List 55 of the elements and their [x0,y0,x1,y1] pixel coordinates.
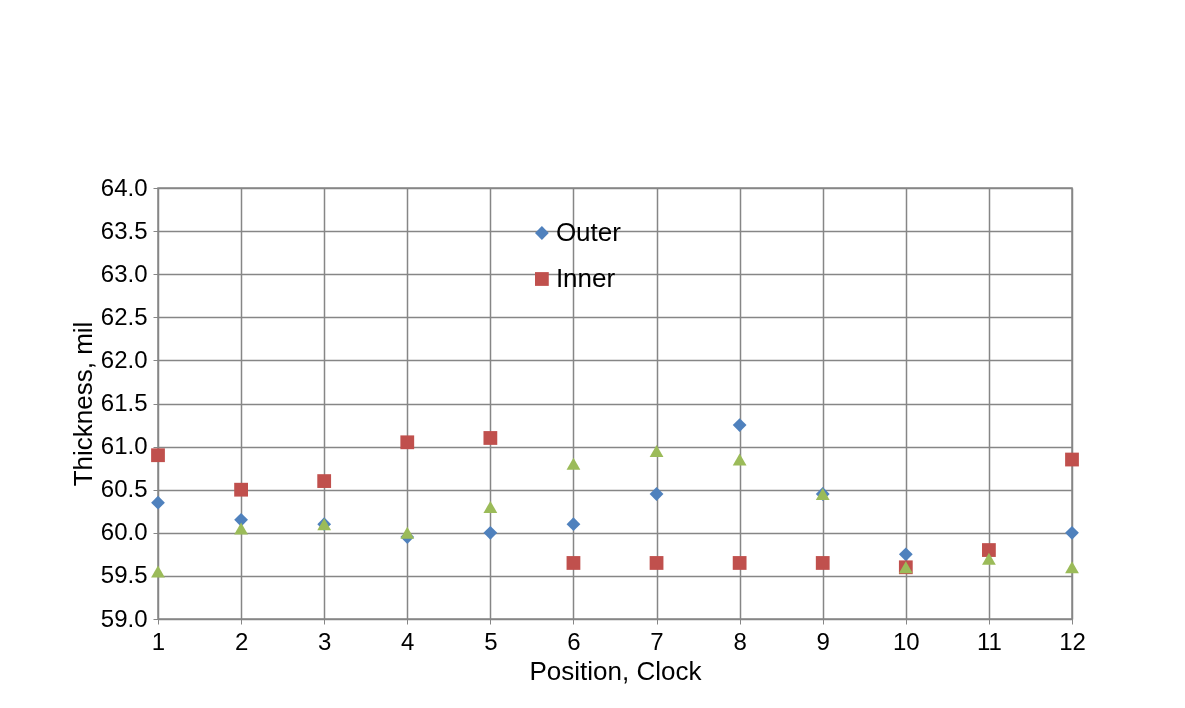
point [151,495,165,510]
point [317,474,332,488]
point [234,522,248,535]
point [151,448,165,463]
point [483,431,498,445]
y-tick-label: 59.0 [100,604,148,632]
y-tick-label: 59.5 [100,561,148,589]
x-tick-label: 9 [816,627,830,655]
x-tick-label: 7 [650,627,664,655]
point [483,500,498,513]
point [566,457,581,470]
y-tick-label: 60.0 [100,518,148,546]
legend-label: Outer [555,217,622,247]
x-tick-label: 3 [318,627,332,655]
point [1065,452,1079,467]
y-tick-label: 61.5 [100,389,148,416]
point [1065,525,1079,540]
legend-label: Inner [555,263,616,293]
point [483,525,498,540]
point [566,517,581,532]
x-tick-label: 4 [401,627,415,655]
point [1065,561,1079,574]
point [649,487,664,501]
x-tick-label: 12 [1059,627,1086,655]
point [649,556,664,570]
x-axis-title: Position, Clock [529,655,703,686]
point [732,556,747,570]
point [982,543,996,557]
point [400,526,415,539]
y-tick-label: 60.5 [100,475,148,503]
y-tick-label: 63.5 [100,216,148,244]
y-tick-label: 62.0 [100,345,148,373]
point [732,453,747,466]
x-tick-label: 8 [733,627,747,655]
point [234,512,248,527]
x-tick-label: 11 [976,627,1002,655]
y-tick-label: 61.0 [100,432,148,460]
y-tick-label: 63.0 [100,259,148,287]
y-axis-title: Thickness, mil [67,321,98,487]
point [982,552,996,565]
x-tick-label: 10 [892,627,920,655]
x-tick-label: 5 [484,627,498,655]
point [234,482,248,497]
point [400,435,415,450]
point [649,444,664,457]
point [566,556,581,570]
x-tick-label: 1 [151,627,166,655]
x-tick-label: 6 [567,627,581,655]
point [898,547,913,562]
point [151,565,165,578]
y-tick-label: 64.0 [100,173,148,201]
point [732,418,747,432]
x-tick-label: 2 [234,627,249,655]
point [815,556,830,570]
y-tick-label: 62.5 [100,302,148,330]
